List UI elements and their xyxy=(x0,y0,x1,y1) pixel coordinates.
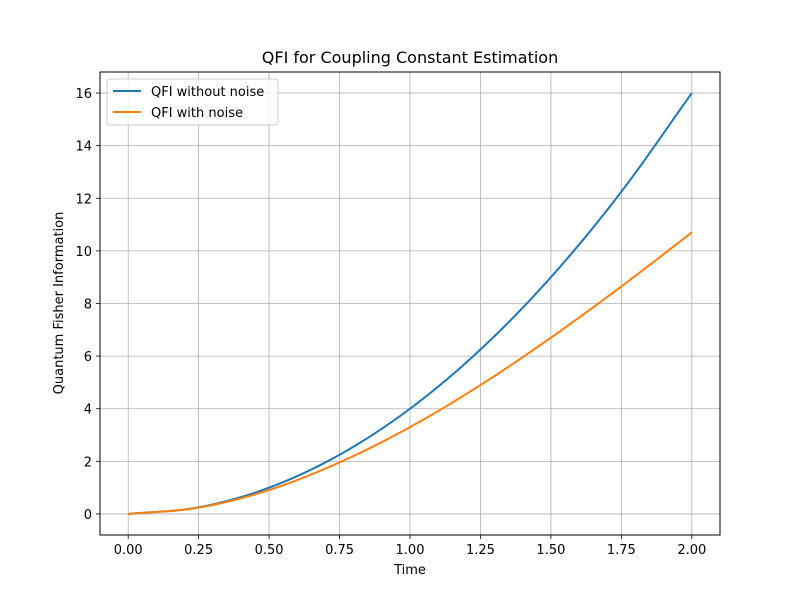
x-tick-label: 0.25 xyxy=(184,543,213,558)
y-tick-label: 0 xyxy=(84,508,92,523)
x-tick-label: 0.00 xyxy=(114,543,143,558)
series-lines xyxy=(128,92,693,515)
x-tick-label: 1.25 xyxy=(466,543,495,558)
y-tick-label: 16 xyxy=(75,87,92,102)
y-tick-label: 2 xyxy=(84,455,92,470)
series-line-with-noise xyxy=(128,231,693,515)
y-tick-label: 8 xyxy=(84,298,92,313)
y-axis-title: Quantum Fisher Information xyxy=(52,212,67,395)
y-tick-label: 14 xyxy=(75,140,92,155)
y-tick-label: 6 xyxy=(84,350,92,365)
x-tick-label: 1.00 xyxy=(396,543,425,558)
x-tick-label: 0.50 xyxy=(255,543,284,558)
legend: QFI without noise QFI with noise xyxy=(106,78,279,126)
x-tick-label: 2.00 xyxy=(677,543,706,558)
x-tick-label: 0.75 xyxy=(325,543,354,558)
x-axis-title: Time xyxy=(393,563,426,578)
chart-title: QFI for Coupling Constant Estimation xyxy=(262,48,558,67)
legend-label-without-noise: QFI without noise xyxy=(151,85,264,100)
legend-box xyxy=(106,78,279,126)
y-tick-label: 12 xyxy=(75,192,92,207)
y-tick-label: 10 xyxy=(75,245,92,260)
axis-ticks: 0.00 0.25 0.50 0.75 1.00 1.25 1.50 1.75 2.00 0 2 4 6… xyxy=(75,87,706,558)
grid xyxy=(100,72,720,535)
x-tick-label: 1.75 xyxy=(607,543,636,558)
y-tick-label: 4 xyxy=(84,403,92,418)
legend-label-with-noise: QFI with noise xyxy=(151,106,243,121)
x-tick-label: 1.50 xyxy=(536,543,565,558)
